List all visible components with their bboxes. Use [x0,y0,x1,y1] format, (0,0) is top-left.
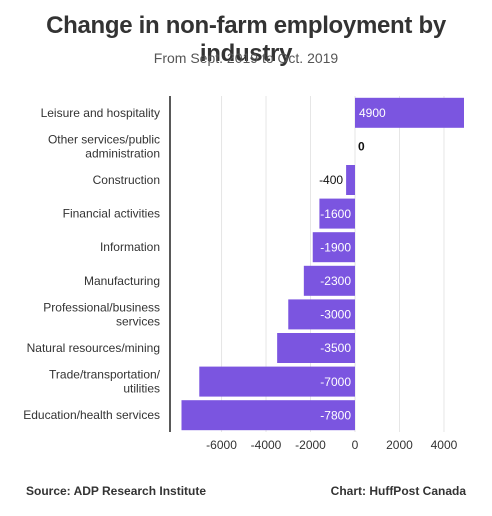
bar [355,97,464,128]
category-label: Trade/transportation/utilities [49,368,161,396]
category-label: Natural resources/mining [27,341,160,355]
category-label: Information [100,240,160,254]
category-label: Professional/business services [43,300,160,328]
x-tick-label: -6000 [206,438,237,452]
bar [277,333,355,363]
x-tick-label: 0 [352,438,359,452]
bar [303,265,355,296]
bar [346,165,355,195]
category-label: Education/health services [23,408,160,422]
category-label: Other services/public administration [48,132,160,160]
bar [312,232,355,263]
chart-title: Change in non-farm employment by industr… [46,12,446,67]
category-label: Leisure and hospitality [41,106,160,120]
data-label: -3500 [320,341,351,355]
x-tick-label: 2000 [386,438,413,452]
data-label: -7000 [320,375,351,389]
chart-subtitle: From Sept. 2019 to Oct. 2019 [153,50,339,66]
data-label: -7800 [320,408,351,422]
bar [181,400,355,431]
data-label: -2300 [320,274,351,288]
bar [319,198,355,229]
data-label: 4900 [359,106,386,120]
data-label: 0 [358,140,365,154]
data-label: -3000 [320,308,351,322]
category-label: Manufacturing [84,274,160,288]
source-note: Source: ADP Research Institute [26,484,207,498]
data-label: -1600 [320,207,351,221]
data-label: -1900 [320,240,351,254]
bar [288,299,355,330]
x-tick-label: -2000 [295,438,326,452]
category-label: Financial activities [63,207,160,221]
x-tick-label: -4000 [251,438,282,452]
chart-credit: Chart: HuffPost Canada [330,484,466,498]
bar [199,366,355,397]
category-label: Construction [93,173,160,187]
x-tick-label: 4000 [431,438,458,452]
data-label: -400 [319,173,343,187]
